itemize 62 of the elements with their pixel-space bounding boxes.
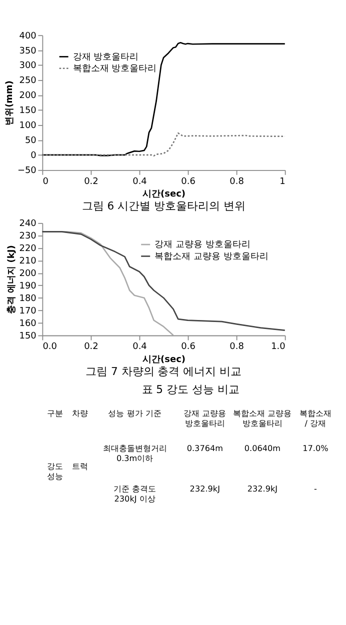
text: -	[314, 484, 317, 494]
x-tick-label: 0.4	[132, 342, 148, 352]
y-axis-title: 변위(mm)	[5, 80, 16, 126]
y-tick-label: 180	[19, 294, 37, 304]
y-axis-title: 충격 에너지 (kJ)	[6, 245, 17, 314]
text: 0.0640m	[244, 443, 281, 454]
y-tick-label: 0	[30, 151, 37, 162]
x-tick-label: 1	[280, 176, 286, 187]
text: 그림 6 시간별 방호울타리의 변위	[82, 199, 246, 212]
y-tick-label: 350	[19, 46, 37, 56]
text: 232.9kJ	[190, 484, 220, 494]
x-tick-label: 1.0	[271, 342, 286, 352]
y-tick-label: −50	[17, 166, 37, 176]
text: 강재 교량용 방호울타리	[184, 408, 226, 428]
line-series	[42, 42, 286, 156]
y-tick-label: 150	[19, 106, 37, 116]
legend-label: 복합소재 방호울타리	[72, 64, 157, 74]
legend-label: 복합소재 교량용 방호울타리	[154, 252, 268, 262]
y-tick-label: 200	[19, 91, 37, 102]
y-tick-label: 210	[19, 256, 37, 267]
text: 트럭	[72, 461, 88, 472]
text: 최대충돌변형거리 0.3m이하	[102, 443, 167, 464]
y-tick-label: 150	[19, 331, 37, 342]
legend-label: 강재 교량용 방호울타리	[154, 240, 250, 250]
x-axis-title: 시간(sec)	[142, 354, 186, 365]
y-tick-label: 200	[19, 269, 37, 280]
x-axis-title: 시간(sec)	[142, 189, 186, 200]
text: 17.0%	[302, 443, 329, 454]
x-tick-label: 0.2	[84, 342, 98, 352]
line-series	[42, 132, 286, 157]
text: 구분	[46, 408, 63, 418]
text: 그림 7 차량의 충격 에너지 비교	[86, 364, 242, 378]
y-tick-label: 220	[19, 244, 37, 254]
x-tick-label: 0	[42, 176, 49, 187]
x-tick-label: 0.0	[42, 342, 58, 352]
y-tick-label: 190	[19, 282, 37, 292]
text: 기준 충격도 230kJ 이상	[114, 484, 156, 504]
x-tick-label: 0.4	[132, 176, 148, 187]
text: 표 5 강도 성능 비교	[142, 382, 240, 396]
y-tick-label: 100	[19, 121, 37, 132]
x-tick-label: 0.6	[181, 342, 196, 352]
text: 0.3764m	[186, 443, 224, 454]
text: 복합소재 교량용 방호울타리	[233, 408, 292, 428]
y-tick-label: 160	[19, 318, 37, 329]
x-tick-label: 0.6	[181, 176, 196, 187]
y-tick-label: 300	[19, 61, 37, 72]
x-tick-label: 0.2	[84, 176, 98, 187]
x-tick-label: 0.8	[230, 176, 244, 187]
y-tick-label: 50	[24, 136, 37, 146]
text: 강도 성능	[46, 461, 63, 482]
text: 차량	[72, 408, 88, 418]
legend-label: 강재 방호울타리	[72, 52, 139, 62]
text: 232.9kJ	[247, 484, 278, 494]
y-tick-label: 170	[19, 306, 37, 316]
line-series	[42, 231, 286, 331]
y-tick-label: 230	[19, 232, 37, 242]
text: 복합소재 / 강재	[299, 408, 332, 428]
y-tick-label: 250	[19, 76, 37, 86]
y-tick-label: 240	[19, 219, 37, 230]
y-tick-label: 400	[19, 31, 37, 42]
text: 성능 평가 기준	[108, 408, 162, 418]
x-tick-label: 0.8	[230, 342, 244, 352]
